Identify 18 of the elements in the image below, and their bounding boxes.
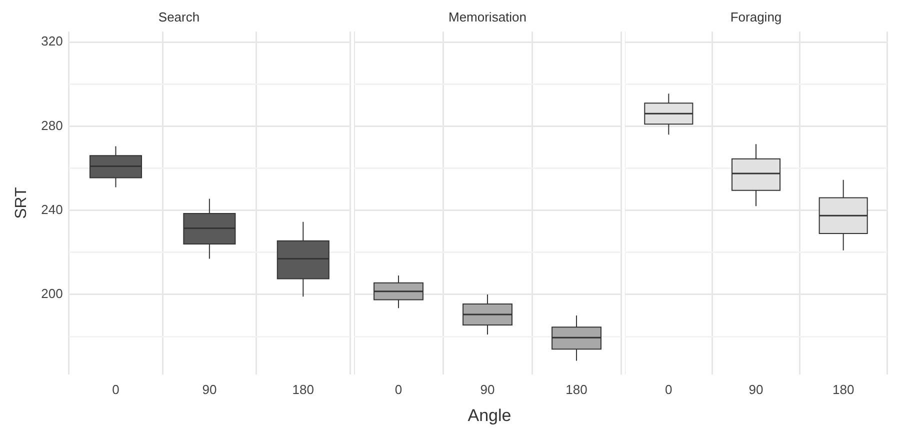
y-tick-label: 200: [41, 286, 63, 302]
x-tick-label: 90: [202, 382, 217, 397]
y-tick-label: 280: [41, 118, 63, 133]
y-tick-label: 320: [41, 34, 63, 49]
x-tick-label: 90: [480, 382, 495, 397]
y-tick-label: 240: [41, 202, 63, 217]
x-tick-label: 180: [832, 382, 854, 397]
x-tick-label: 90: [748, 382, 764, 397]
x-tick-label: 180: [566, 382, 588, 397]
chart-title: Memorisation: [448, 9, 527, 24]
x-tick-label: 0: [665, 382, 672, 397]
x-tick-label: 180: [292, 382, 314, 397]
x-axis-title: Angle: [468, 406, 512, 426]
x-tick-label: 0: [112, 382, 120, 397]
x-tick-label: 0: [394, 382, 402, 397]
chart-title: Search: [158, 9, 200, 24]
y-axis-title: SRT: [13, 186, 30, 219]
chart-title: Foraging: [730, 9, 782, 24]
